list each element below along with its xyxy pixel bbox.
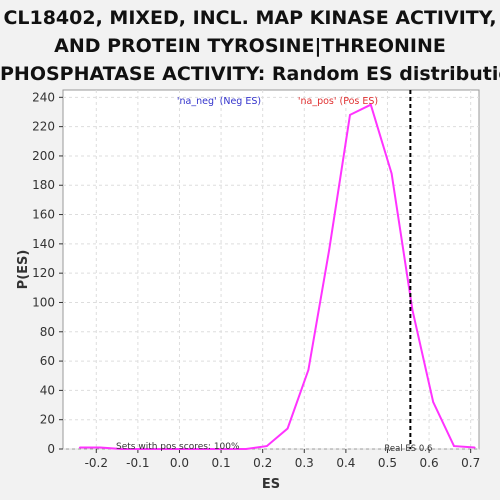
y-tick-label: 0 (47, 442, 55, 456)
pos-scores-label: Sets with pos scores: 100% (116, 442, 240, 452)
y-tick-label: 200 (32, 149, 55, 163)
data-point (224, 448, 227, 450)
data-point (370, 103, 372, 106)
y-tick-label: 100 (32, 295, 55, 309)
x-tick-label: -0.1 (126, 456, 149, 470)
x-tick-label: -0.2 (85, 456, 108, 470)
data-point (120, 448, 123, 450)
data-point (203, 448, 206, 450)
y-tick-label: 80 (40, 325, 55, 339)
data-point (307, 369, 310, 371)
x-tick-label: 0.5 (378, 456, 397, 470)
x-tick-label: 0.1 (212, 456, 231, 470)
axes: -0.2 -0.1 0.0 0.1 0.2 0.3 0.4 0.5 0.6 0.7 0 20 40 60 8… (16, 90, 480, 492)
title-line-3: PHOSPHATASE ACTIVITY: Random ES distribu… (0, 63, 500, 85)
y-tick-label: 240 (32, 90, 55, 104)
pos-es-label: 'na_pos' (Pos ES) (298, 96, 378, 107)
data-point (453, 445, 455, 447)
data-point (99, 446, 102, 449)
y-tick-label: 140 (32, 237, 55, 251)
y-tick-label: 20 (40, 413, 55, 427)
series (78, 103, 476, 450)
real-es-label: Real ES 0.6 (384, 444, 432, 454)
y-tick-label: 160 (32, 208, 55, 222)
x-tick-label: 0.0 (170, 456, 189, 470)
data-point (349, 114, 351, 116)
data-point (390, 172, 393, 175)
x-tick-label: 0.6 (420, 456, 439, 470)
x-tick-label: 0.2 (253, 456, 272, 470)
annotations: 'na_neg' (Neg ES) 'na_pos' (Pos ES) Sets w… (116, 90, 432, 454)
y-tick-label: 120 (32, 266, 55, 280)
data-point (266, 445, 268, 447)
data-point (162, 448, 164, 450)
y-tick-label: 180 (32, 178, 55, 192)
chart-title: CL18402, MIXED, INCL. MAP KINASE ACTIVIT… (0, 4, 500, 88)
x-tick-label: 0.4 (336, 456, 355, 470)
x-axis-label: ES (262, 477, 280, 492)
plot-area (62, 89, 480, 450)
data-point (474, 446, 476, 449)
y-tick-label: 220 (32, 120, 55, 134)
data-point (78, 446, 81, 449)
data-point (328, 248, 331, 251)
data-point (411, 308, 414, 311)
neg-es-label: 'na_neg' (Neg ES) (177, 96, 261, 107)
x-tick-label: 0.7 (461, 456, 480, 470)
data-point (245, 448, 247, 450)
data-point (182, 448, 185, 450)
es-distribution-line (79, 103, 475, 450)
data-point (432, 401, 435, 403)
title-line-2: AND PROTEIN TYROSINE|THREONINE (54, 35, 446, 57)
data-point (286, 427, 289, 430)
title-line-1: CL18402, MIXED, INCL. MAP KINASE ACTIVIT… (3, 7, 497, 29)
x-tick-label: 0.3 (295, 456, 314, 470)
data-point (141, 448, 143, 450)
y-axis-label: P(ES) (16, 250, 31, 290)
y-tick-label: 60 (40, 354, 55, 368)
y-tick-label: 40 (40, 383, 55, 397)
